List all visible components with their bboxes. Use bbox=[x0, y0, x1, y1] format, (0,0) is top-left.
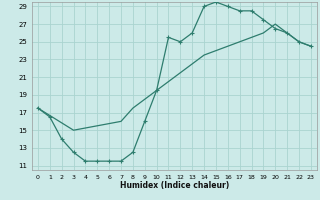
X-axis label: Humidex (Indice chaleur): Humidex (Indice chaleur) bbox=[120, 181, 229, 190]
